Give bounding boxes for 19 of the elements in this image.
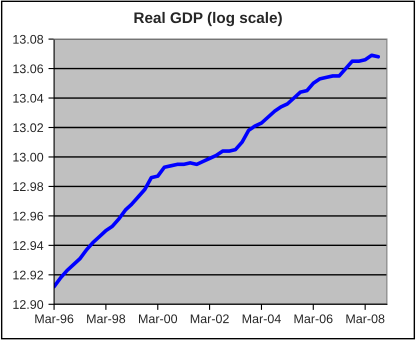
x-tick-label: Mar-00 <box>139 314 178 324</box>
y-tick-label: 12.94 <box>13 241 44 250</box>
x-tick-label: Mar-04 <box>242 314 281 324</box>
x-tick-label: Mar-98 <box>87 314 126 324</box>
line-series <box>54 54 380 288</box>
y-tick-label: 13.02 <box>13 123 44 132</box>
y-tick-label: 12.90 <box>13 300 44 309</box>
x-tick-label: Mar-08 <box>346 314 384 324</box>
y-tick-label: 13.06 <box>13 64 44 74</box>
y-tick-label: 13.00 <box>13 152 44 162</box>
y-tick-label: 12.92 <box>13 270 44 280</box>
chart-title: Real GDP (log scale) <box>134 12 282 26</box>
x-tick-label: Mar-06 <box>294 314 333 324</box>
y-tick-label: 12.98 <box>13 182 44 192</box>
y-tick-label: 13.08 <box>13 34 44 44</box>
y-tick-label: 13.04 <box>13 94 44 103</box>
x-tick-label: Mar-96 <box>35 314 74 324</box>
x-tick-label: Mar-02 <box>190 314 229 324</box>
y-tick-label: 12.96 <box>13 212 44 221</box>
